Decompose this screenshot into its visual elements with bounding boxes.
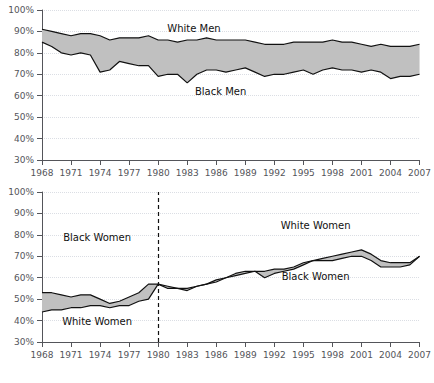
- svg-text:1974: 1974: [89, 168, 112, 178]
- svg-text:90%: 90%: [14, 26, 34, 36]
- svg-text:1980: 1980: [147, 350, 170, 360]
- svg-text:1986: 1986: [205, 350, 228, 360]
- svg-text:1992: 1992: [263, 350, 286, 360]
- svg-text:Black Women: Black Women: [63, 232, 131, 243]
- svg-text:60%: 60%: [14, 273, 34, 283]
- svg-text:Black Women: Black Women: [282, 271, 350, 282]
- svg-text:50%: 50%: [14, 112, 34, 122]
- svg-text:White Women: White Women: [62, 316, 132, 327]
- svg-text:30%: 30%: [14, 155, 34, 165]
- svg-text:1989: 1989: [234, 350, 257, 360]
- svg-text:2001: 2001: [350, 168, 373, 178]
- svg-text:White Women: White Women: [281, 220, 351, 231]
- svg-text:2004: 2004: [379, 350, 402, 360]
- svg-text:1992: 1992: [263, 168, 286, 178]
- svg-text:90%: 90%: [14, 208, 34, 218]
- svg-text:70%: 70%: [14, 69, 34, 79]
- svg-text:1998: 1998: [321, 350, 344, 360]
- svg-text:50%: 50%: [14, 294, 34, 304]
- svg-text:1968: 1968: [31, 168, 54, 178]
- svg-text:1968: 1968: [31, 350, 54, 360]
- svg-text:60%: 60%: [14, 91, 34, 101]
- svg-text:30%: 30%: [14, 337, 34, 347]
- svg-text:1998: 1998: [321, 168, 344, 178]
- svg-text:1971: 1971: [60, 168, 83, 178]
- svg-text:2004: 2004: [379, 168, 402, 178]
- svg-text:1983: 1983: [176, 350, 199, 360]
- svg-text:1977: 1977: [118, 350, 141, 360]
- svg-text:1989: 1989: [234, 168, 257, 178]
- svg-text:Black Men: Black Men: [195, 86, 246, 97]
- svg-text:100%: 100%: [8, 187, 34, 197]
- svg-text:40%: 40%: [14, 316, 34, 326]
- svg-text:40%: 40%: [14, 134, 34, 144]
- svg-text:1980: 1980: [147, 168, 170, 178]
- svg-text:70%: 70%: [14, 251, 34, 261]
- svg-text:1971: 1971: [60, 350, 83, 360]
- svg-text:1974: 1974: [89, 350, 112, 360]
- svg-text:1977: 1977: [118, 168, 141, 178]
- svg-text:80%: 80%: [14, 48, 34, 58]
- svg-text:1986: 1986: [205, 168, 228, 178]
- svg-text:1983: 1983: [176, 168, 199, 178]
- svg-text:100%: 100%: [8, 5, 34, 15]
- svg-text:2007: 2007: [408, 168, 431, 178]
- svg-text:1995: 1995: [292, 168, 315, 178]
- svg-text:80%: 80%: [14, 230, 34, 240]
- svg-text:White Men: White Men: [167, 23, 220, 34]
- svg-text:1995: 1995: [292, 350, 315, 360]
- svg-text:2007: 2007: [408, 350, 431, 360]
- svg-text:2001: 2001: [350, 350, 373, 360]
